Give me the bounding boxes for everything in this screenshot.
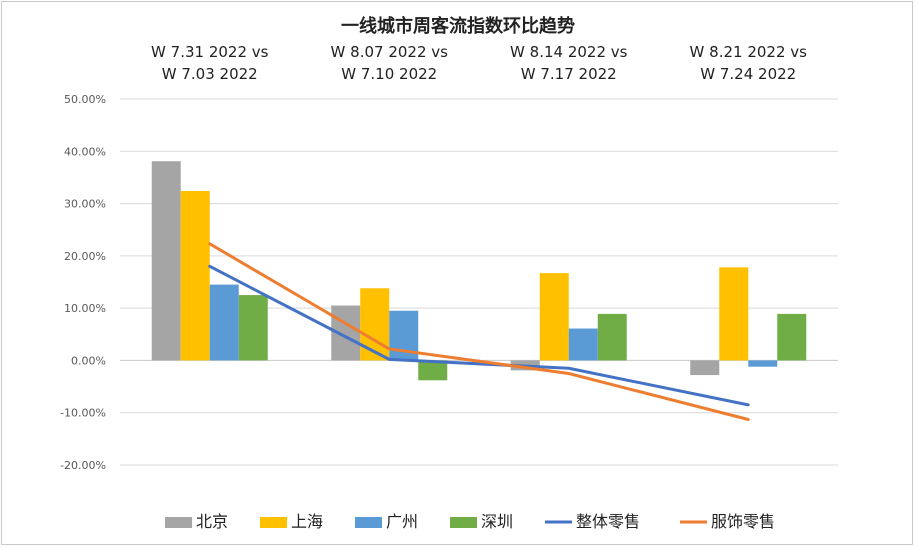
bar-上海 (539, 273, 569, 361)
bar-广州 (209, 284, 239, 361)
legend-label: 广州 (386, 512, 418, 531)
line-整体零售 (208, 264, 750, 407)
y-tick-label: -20.00% (60, 459, 106, 472)
bar-广州 (568, 328, 598, 361)
bar-深圳 (597, 313, 627, 361)
y-tick-label: 50.00% (64, 93, 106, 106)
category-label: W 8.21 2022 vs (690, 43, 808, 61)
y-tick-label: -10.00% (60, 407, 106, 420)
category-label: W 8.07 2022 vs (331, 43, 449, 61)
bar-广州 (748, 360, 778, 367)
legend-swatch (450, 517, 477, 528)
legend-label: 整体零售 (576, 512, 640, 531)
category-label: W 7.24 2022 (700, 65, 796, 83)
bar-深圳 (777, 313, 807, 361)
y-tick-label: 30.00% (64, 198, 106, 211)
category-label: W 7.31 2022 vs (151, 43, 269, 61)
legend-label: 深圳 (481, 512, 513, 531)
y-tick-label: 10.00% (64, 302, 106, 315)
bar-深圳 (238, 295, 268, 361)
y-tick-label: 20.00% (64, 250, 106, 263)
bar-上海 (360, 288, 390, 361)
legend-swatch (260, 517, 287, 528)
legend-swatch (355, 517, 382, 528)
bar-上海 (180, 191, 210, 361)
legend-swatch (165, 517, 192, 528)
category-label: W 7.03 2022 (162, 65, 258, 83)
bar-北京 (690, 360, 720, 376)
bar-深圳 (418, 360, 448, 381)
category-label: W 7.17 2022 (521, 65, 617, 83)
bar-北京 (151, 161, 181, 361)
line-服饰零售 (208, 242, 750, 422)
legend-label: 服饰零售 (711, 512, 775, 531)
y-tick-label: 0.00% (71, 354, 106, 367)
category-label: W 7.10 2022 (341, 65, 437, 83)
category-label: W 8.14 2022 vs (510, 43, 628, 61)
chart-title: 一线城市周客流指数环比趋势 (341, 15, 575, 37)
legend-label: 上海 (291, 512, 323, 531)
legend-label: 北京 (196, 512, 228, 531)
y-tick-label: 40.00% (64, 145, 106, 158)
bar-上海 (719, 267, 749, 361)
